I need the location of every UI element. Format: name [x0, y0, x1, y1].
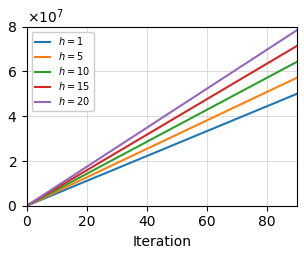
- $h=15$: [94, 163, 98, 166]
- $h=5$: [289, 79, 293, 82]
- $h=20$: [58, 183, 61, 186]
- $h=20$: [253, 56, 257, 59]
- $h=15$: [25, 204, 29, 207]
- $h=15$: [286, 50, 290, 53]
- $h=10$: [25, 204, 29, 207]
- X-axis label: Iteration: Iteration: [132, 235, 192, 249]
- $h=20$: [88, 163, 92, 166]
- $h=20$: [289, 33, 293, 36]
- $h=15$: [295, 44, 299, 47]
- Line: $h=15$: $h=15$: [27, 46, 297, 206]
- $h=5$: [88, 174, 92, 177]
- Line: $h=1$: $h=1$: [27, 94, 297, 206]
- $h=5$: [286, 80, 290, 83]
- Line: $h=20$: $h=20$: [27, 30, 297, 206]
- $h=1$: [88, 178, 92, 181]
- $h=15$: [58, 185, 61, 188]
- Line: $h=5$: $h=5$: [27, 78, 297, 206]
- $h=20$: [25, 204, 29, 207]
- $h=1$: [295, 92, 299, 95]
- $h=1$: [25, 204, 29, 207]
- $h=10$: [286, 65, 290, 68]
- $h=1$: [286, 96, 290, 99]
- $h=1$: [58, 190, 61, 194]
- $h=20$: [286, 35, 290, 38]
- $h=10$: [295, 60, 299, 63]
- $h=15$: [88, 167, 92, 170]
- $h=1$: [289, 95, 293, 98]
- $h=5$: [94, 172, 98, 175]
- $h=20$: [94, 159, 98, 162]
- $h=15$: [289, 48, 293, 51]
- $h=10$: [289, 63, 293, 67]
- $h=1$: [94, 176, 98, 179]
- $h=5$: [295, 76, 299, 79]
- $h=10$: [58, 187, 61, 190]
- $h=5$: [253, 96, 257, 99]
- $h=10$: [253, 83, 257, 86]
- $h=5$: [58, 189, 61, 192]
- $h=20$: [295, 29, 299, 32]
- $h=15$: [253, 69, 257, 72]
- $h=5$: [25, 204, 29, 207]
- Legend: $h=1$, $h=5$, $h=10$, $h=15$, $h=20$: $h=1$, $h=5$, $h=10$, $h=15$, $h=20$: [32, 31, 94, 111]
- Line: $h=10$: $h=10$: [27, 62, 297, 206]
- $h=10$: [94, 167, 98, 170]
- $h=1$: [253, 110, 257, 113]
- $h=10$: [88, 171, 92, 174]
